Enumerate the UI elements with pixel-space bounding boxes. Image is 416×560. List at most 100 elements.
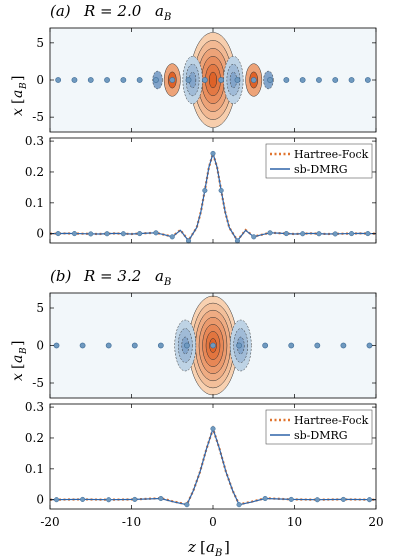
panel-b-unit-sub: B xyxy=(163,277,171,288)
ytick-label-2: 0.1 xyxy=(25,196,44,210)
panel-a-letter: (a) xyxy=(50,2,71,20)
dmrg-point-10 xyxy=(314,497,320,503)
dmrg-point-5 xyxy=(184,502,190,508)
dmrg-point-0 xyxy=(55,231,61,237)
atom-9 xyxy=(288,342,295,349)
dmrg-point-2 xyxy=(106,497,112,503)
dmrg-point-1 xyxy=(71,231,77,237)
ytick-label-2: 0.1 xyxy=(25,462,44,476)
dmrg-point-14 xyxy=(267,230,273,236)
ytick-label-0: 5 xyxy=(36,36,44,50)
ylabel-a-bracket-open: [ xyxy=(10,99,26,104)
ytick-label-1: 0 xyxy=(36,73,44,87)
xtick-label-1: -10 xyxy=(122,515,141,529)
dmrg-point-19 xyxy=(349,231,355,237)
ylabel-b-bracket-open: [ xyxy=(10,364,26,369)
atom-11 xyxy=(234,77,241,83)
atom-4 xyxy=(120,77,127,83)
dmrg-point-3 xyxy=(132,496,138,502)
dmrg-point-7 xyxy=(169,234,175,240)
atom-17 xyxy=(332,77,339,83)
atom-12 xyxy=(250,77,257,83)
dmrg-point-8 xyxy=(262,495,268,502)
xlabel-sub: B xyxy=(214,548,222,559)
ylabel-b-unit: a xyxy=(10,355,26,363)
panel-a-unit: a xyxy=(155,2,164,20)
legend-hf-label: Hartree-Fock xyxy=(294,414,369,427)
ytick-label-0: 0.3 xyxy=(25,400,44,414)
panel-a-ylabel: x [ a B ] xyxy=(10,76,29,116)
dmrg-point-5 xyxy=(137,231,143,237)
atom-11 xyxy=(340,342,347,349)
dmrg-point-12 xyxy=(366,497,373,503)
dmrg-point-9 xyxy=(202,187,208,194)
xlabel-unit: a xyxy=(206,538,215,556)
panel-a-eq: R = 2.0 xyxy=(83,2,142,20)
dmrg-point-4 xyxy=(120,231,126,237)
dmrg-point-15 xyxy=(283,231,289,237)
panel-b-unit: a xyxy=(155,267,164,285)
atom-5 xyxy=(184,342,190,349)
atom-13 xyxy=(267,77,273,83)
ytick-label-1: 0.2 xyxy=(25,165,44,179)
atom-18 xyxy=(348,77,355,83)
contour-positive-lobe-0-level-5 xyxy=(208,71,218,89)
atom-2 xyxy=(87,77,94,83)
panel-b-density-plot: 5 0 -5 xyxy=(32,292,377,399)
dmrg-point-4 xyxy=(158,495,164,502)
dmrg-point-10 xyxy=(210,150,216,156)
atom-6 xyxy=(210,342,216,349)
xtick-label-2: 0 xyxy=(209,515,217,529)
atom-15 xyxy=(299,77,306,83)
legend-box xyxy=(265,143,373,179)
dmrg-point-11 xyxy=(340,496,346,502)
xlabel-bracket-open: [ xyxy=(200,538,206,556)
xtick-label-3: 10 xyxy=(287,515,302,529)
atom-7 xyxy=(236,342,242,349)
dmrg-point-11 xyxy=(218,187,224,194)
atom-8 xyxy=(185,77,192,83)
panel-b-letter: (b) xyxy=(50,267,71,285)
atom-10 xyxy=(218,77,225,83)
dmrg-point-9 xyxy=(288,496,294,502)
dmrg-point-6 xyxy=(153,230,159,236)
dmrg-point-17 xyxy=(316,231,322,237)
atom-4 xyxy=(157,342,164,349)
panel-b-eq: R = 3.2 xyxy=(83,267,141,285)
dmrg-point-3 xyxy=(104,231,110,237)
ylabel-b-bracket-close: ] xyxy=(10,341,26,346)
dmrg-point-20 xyxy=(365,231,371,237)
ytick-label-3: 0 xyxy=(36,493,44,507)
panel-a-profile-plot: 0.3 0.2 0.1 0 Hartree-Fock sb-DMRG xyxy=(25,134,377,244)
legend-hf-label: Hartree-Fock xyxy=(294,148,369,161)
atom-7 xyxy=(169,77,176,83)
panel-b-ylabel: x [ a B ] xyxy=(10,341,29,381)
atom-19 xyxy=(364,77,371,83)
ytick-label-0: 5 xyxy=(36,301,44,315)
dmrg-point-12 xyxy=(234,238,240,244)
ytick-label-3: 0 xyxy=(36,227,44,241)
ytick-label-2: -5 xyxy=(32,376,44,390)
legend-dmrg-label: sb-DMRG xyxy=(294,429,348,442)
ylabel-b-var: x xyxy=(10,373,26,381)
ytick-label-0: 0.3 xyxy=(25,134,44,148)
xtick-label-0: -20 xyxy=(40,515,59,529)
ylabel-b-sub: B xyxy=(19,347,29,355)
dmrg-point-18 xyxy=(332,231,338,237)
panel-a-unit-sub: B xyxy=(163,12,171,23)
dmrg-point-7 xyxy=(236,502,242,508)
ylabel-a-sub: B xyxy=(19,82,29,90)
ytick-label-1: 0.2 xyxy=(25,431,44,445)
dmrg-point-13 xyxy=(251,234,257,240)
atom-3 xyxy=(131,342,138,349)
panel-b-title: (b) R = 3.2 a B xyxy=(50,267,171,288)
ytick-label-1: 0 xyxy=(36,339,44,353)
atom-3 xyxy=(104,77,110,83)
atom-8 xyxy=(262,342,269,349)
ytick-label-2: -5 xyxy=(32,110,44,124)
atom-1 xyxy=(79,342,86,349)
atom-0 xyxy=(53,342,60,349)
panel-a-title: (a) R = 2.0 a B xyxy=(50,2,171,23)
atom-1 xyxy=(71,77,78,83)
